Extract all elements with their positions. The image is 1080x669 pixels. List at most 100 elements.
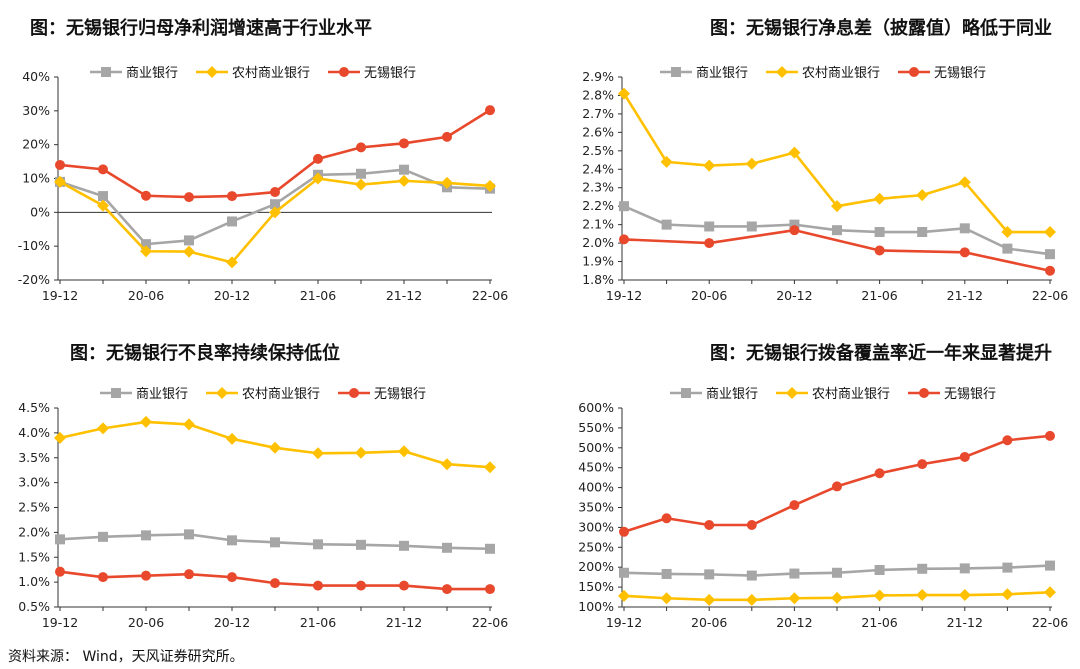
data-point-commercial-banks (832, 567, 842, 578)
x-tick-label: 22-06 (1032, 288, 1068, 303)
y-tick-label: 30% (22, 103, 50, 118)
y-tick-label: 350% (578, 500, 614, 515)
y-tick-label: 550% (578, 420, 614, 435)
y-tick-label: 2.2% (582, 198, 614, 213)
data-point-rural-commercial-banks (355, 178, 367, 191)
y-tick-label: 250% (578, 539, 614, 554)
data-point-wuxi-bank (356, 142, 366, 153)
x-tick-label: 20-12 (214, 615, 250, 630)
legend-swatch-red-circle (908, 387, 941, 398)
y-tick-label: 20% (22, 137, 50, 152)
data-point-commercial-banks (313, 539, 323, 550)
legend-swatch-gray-square (90, 66, 122, 77)
y-tick-label: 150% (578, 579, 614, 594)
y-tick-label: 500% (578, 440, 614, 455)
y-tick-label: 1.5% (18, 549, 50, 564)
data-point-commercial-banks (1045, 560, 1055, 571)
data-point-rural-commercial-banks (97, 422, 109, 435)
data-point-wuxi-bank (1002, 435, 1013, 446)
data-point-commercial-banks (184, 529, 194, 540)
data-point-rural-commercial-banks (873, 589, 886, 602)
legend-item-wuxi-bank: 无锡银行 (898, 62, 986, 81)
legend-swatch-red-circle (328, 66, 361, 77)
legend-item-rural-commercial-banks: 农村商业银行 (776, 383, 890, 402)
data-point-rural-commercial-banks (873, 192, 886, 205)
data-point-rural-commercial-banks (958, 176, 971, 189)
legend-item-rural-commercial-banks: 农村商业银行 (206, 383, 320, 402)
data-point-wuxi-bank (270, 578, 280, 589)
chart-plot: 0.5% 1.0% 1.5% 2.0% 2.5% 3.0% 3.5% 4.0% 4.5% 19-1… (18, 400, 508, 630)
x-tick-label: 21-06 (861, 615, 897, 630)
data-point-wuxi-bank (959, 247, 970, 258)
data-point-wuxi-bank (485, 105, 495, 116)
data-point-commercial-banks (442, 542, 452, 553)
y-tick-label: 100% (578, 599, 614, 614)
legend: 商业银行 农村商业银行 无锡银行 (660, 62, 986, 81)
data-point-rural-commercial-banks (660, 592, 673, 605)
data-point-rural-commercial-banks (269, 206, 281, 219)
x-tick-label: 20-06 (691, 288, 727, 303)
data-point-commercial-banks (832, 225, 842, 236)
data-point-wuxi-bank (55, 566, 65, 577)
y-tick-label: 0% (30, 204, 50, 219)
data-point-wuxi-bank (704, 520, 715, 531)
x-tick-label: 19-12 (42, 288, 78, 303)
data-point-wuxi-bank (746, 520, 757, 531)
data-point-commercial-banks (704, 569, 715, 580)
data-point-rural-commercial-banks (441, 176, 453, 189)
data-point-rural-commercial-banks (745, 593, 758, 606)
legend-label: 无锡银行 (934, 66, 987, 81)
data-point-rural-commercial-banks (97, 199, 109, 212)
legend-item-commercial-banks: 商业银行 (670, 383, 758, 402)
data-point-rural-commercial-banks (183, 418, 195, 431)
legend-label: 农村商业银行 (802, 66, 881, 81)
data-point-wuxi-bank (399, 138, 409, 149)
y-tick-label: 2.8% (582, 87, 614, 102)
x-tick-label: 20-06 (691, 615, 727, 630)
legend-label: 商业银行 (136, 387, 189, 402)
x-tick-label: 20-12 (776, 288, 812, 303)
data-point-wuxi-bank (227, 572, 237, 583)
data-point-rural-commercial-banks (1001, 588, 1014, 601)
data-point-rural-commercial-banks (441, 458, 453, 471)
data-point-rural-commercial-banks (1044, 226, 1056, 239)
data-point-wuxi-bank (1045, 265, 1055, 276)
data-point-wuxi-bank (399, 580, 409, 591)
legend-item-rural-commercial-banks: 农村商业银行 (196, 62, 310, 81)
data-point-commercial-banks (1045, 249, 1055, 260)
data-point-wuxi-bank (832, 481, 842, 492)
y-tick-label: 2.5% (582, 143, 614, 158)
legend-item-wuxi-bank: 无锡银行 (908, 383, 996, 402)
data-point-rural-commercial-banks (703, 593, 716, 606)
series-line-wuxi-bank (623, 228, 1051, 273)
data-point-commercial-banks (184, 235, 194, 246)
y-tick-label: 2.7% (582, 106, 614, 121)
data-point-wuxi-bank (442, 131, 452, 142)
data-point-commercial-banks (746, 570, 757, 581)
data-point-commercial-banks (619, 201, 629, 212)
chart-panel-npl-ratio: 图：无锡银行不良率持续保持低位 商业银行 农村商业银行 无锡银行 0.5% 1.0… (0, 325, 540, 645)
data-point-rural-commercial-banks (226, 256, 238, 269)
data-point-commercial-banks (141, 239, 151, 250)
data-point-rural-commercial-banks (958, 589, 971, 602)
legend-swatch-gray-square (660, 66, 692, 77)
data-point-commercial-banks (704, 221, 715, 232)
data-point-rural-commercial-banks (831, 200, 843, 213)
data-point-commercial-banks (356, 539, 366, 550)
y-tick-label: 450% (578, 460, 614, 475)
data-point-wuxi-bank (661, 513, 672, 524)
data-point-commercial-banks (959, 563, 970, 574)
y-tick-label: 2.0% (582, 235, 614, 250)
data-point-rural-commercial-banks (618, 87, 630, 100)
chart-panel-net-interest-margin: 图：无锡银行净息差（披露值）略低于同业 商业银行 农村商业银行 无锡银行 1.8… (540, 0, 1080, 320)
data-point-commercial-banks (270, 537, 280, 548)
data-point-wuxi-bank (789, 500, 800, 511)
legend-label: 商业银行 (696, 66, 749, 81)
x-tick-label: 20-12 (214, 288, 250, 303)
chart-title: 图：无锡银行净息差（披露值）略低于同业 (710, 18, 1052, 39)
x-tick-label: 21-06 (861, 288, 897, 303)
legend-label: 农村商业银行 (232, 66, 311, 81)
data-point-commercial-banks (98, 531, 108, 542)
y-tick-label: 1.0% (18, 574, 50, 589)
chart-plot: 100% 150% 200% 250% 300% 350% 400% 450% 500% 550%… (578, 400, 1068, 630)
